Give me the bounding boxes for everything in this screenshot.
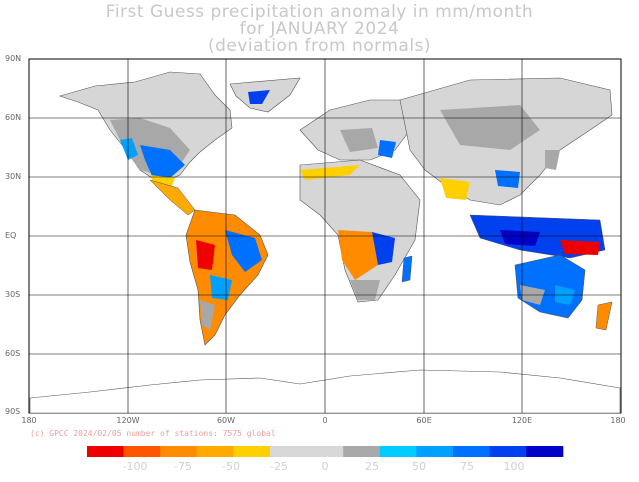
lat-label-eq: EQ [5,231,17,240]
colorbar-swatch [416,446,454,457]
colorbar-swatch [233,446,271,457]
lon-label-180w: 180 [21,416,37,425]
lat-label-30n: 30N [5,172,22,181]
colorbar-label: 75 [460,460,474,473]
lon-label-120e: 120E [511,416,533,425]
lat-label-60s: 60S [5,349,21,358]
colorbar-label: -50 [222,460,240,473]
colorbar-swatch [453,446,491,457]
colorbar [87,446,564,457]
title-line-3: (deviation from normals) [207,36,432,56]
colorbar-label: 25 [365,460,379,473]
title-line-2: for JANUARY 2024 [239,19,400,39]
credit-text: (c) GPCC 2024/02/05 number of stations: … [30,429,276,438]
colorbar-swatch [87,446,125,457]
colorbar-label: 100 [503,460,525,473]
colorbar-label: -75 [174,460,192,473]
lon-label-180e: 180 [610,416,626,425]
lat-label-90n: 90N [5,54,22,63]
colorbar-swatch [306,446,344,457]
colorbar-swatch [270,446,308,457]
lat-label-60n: 60N [5,113,22,122]
lat-label-30s: 30S [5,290,21,299]
lon-label-60w: 60W [216,416,236,425]
lon-label-0: 0 [322,416,328,425]
colorbar-swatch [123,446,161,457]
graticule [29,59,621,413]
colorbar-swatch [160,446,198,457]
lon-label-120w: 120W [116,416,140,425]
colorbar-label: -25 [270,460,288,473]
colorbar-swatch [343,446,381,457]
title-line-1: First Guess precipitation anomaly in mm/… [105,2,534,22]
colorbar-swatch [526,446,564,457]
colorbar-label: 0 [321,460,329,473]
colorbar-swatch [489,446,527,457]
lat-label-90s: 90S [5,407,21,416]
colorbar-swatch [196,446,234,457]
colorbar-label: 50 [412,460,426,473]
lon-label-60e: 60E [416,416,432,425]
colorbar-label: -100 [122,460,148,473]
colorbar-swatch [379,446,417,457]
